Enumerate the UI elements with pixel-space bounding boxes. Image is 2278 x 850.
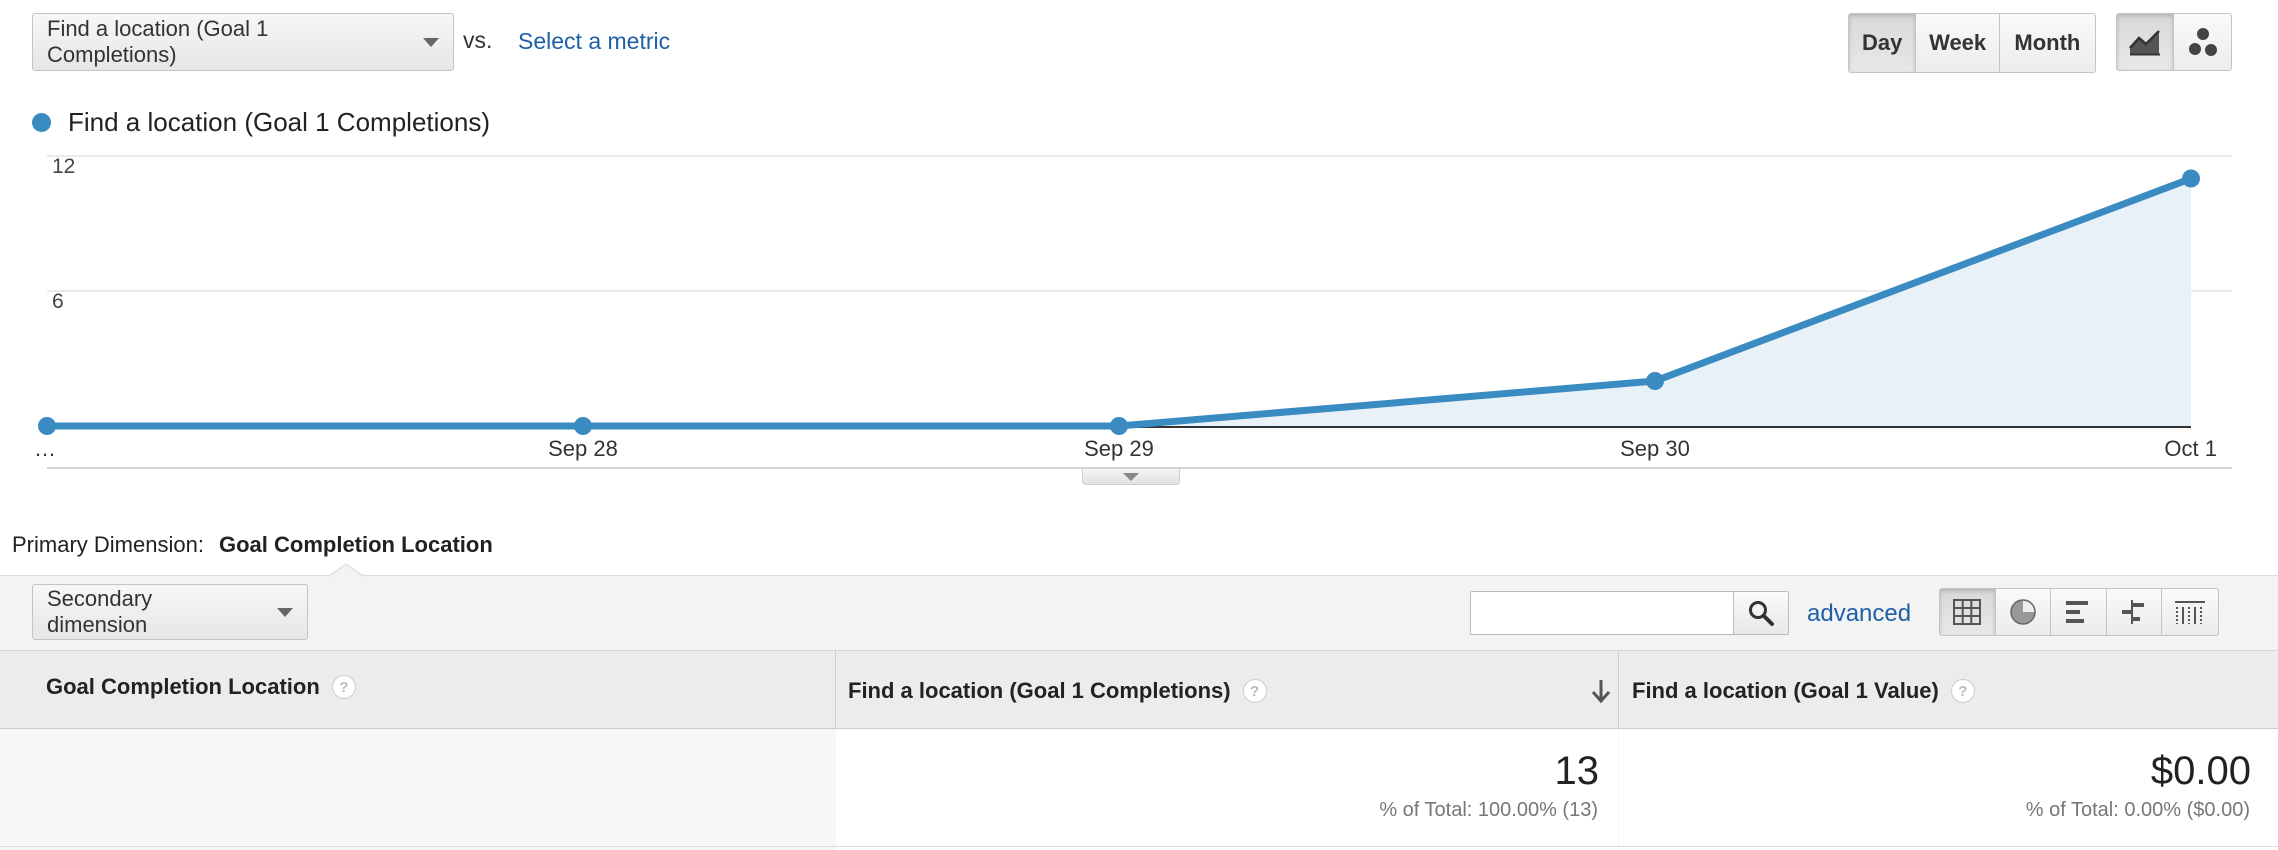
- metric-dropdown[interactable]: Find a location (Goal 1 Completions): [32, 13, 454, 71]
- search-button[interactable]: [1733, 591, 1789, 635]
- line-chart-icon[interactable]: [2117, 14, 2175, 70]
- totals-completions: 13: [1554, 749, 1600, 793]
- pie-view-icon[interactable]: [1996, 589, 2052, 635]
- table-toolbar: [0, 575, 2278, 651]
- chart-type-selector: [2116, 13, 2232, 71]
- search-input[interactable]: [1470, 591, 1734, 635]
- chevron-down-icon: [1123, 472, 1139, 481]
- primary-dimension-label: Primary Dimension:: [12, 532, 204, 557]
- goal-completions-chart: 12 6 … Sep 28 Sep 29 Sep 30 Oct 1: [34, 155, 2232, 469]
- x-tick-label: …: [34, 436, 56, 461]
- month-button[interactable]: Month: [2014, 30, 2081, 55]
- chart-collapse-handle[interactable]: [1082, 469, 1180, 485]
- table-header: [0, 651, 2278, 729]
- data-point: [38, 417, 56, 435]
- data-point: [2182, 169, 2200, 188]
- x-tick-label: Sep 28: [548, 436, 618, 461]
- advanced-link[interactable]: advanced: [1807, 600, 1912, 627]
- chevron-down-icon: [277, 607, 293, 617]
- comparison-view-icon[interactable]: [2107, 589, 2163, 635]
- sort-descending-icon[interactable]: [1591, 678, 1611, 704]
- y-tick-label: 6: [52, 290, 64, 313]
- x-tick-label: Sep 30: [1620, 436, 1690, 461]
- totals-completions-percent: % of Total: 100.00% (13): [1379, 799, 1598, 821]
- day-button[interactable]: Day: [1849, 14, 1917, 72]
- dimension-pointer: [329, 563, 363, 577]
- help-icon[interactable]: ?: [1242, 679, 1267, 703]
- help-icon[interactable]: ?: [1950, 679, 1975, 703]
- view-selector: [1939, 588, 2219, 636]
- period-selector: Day Week Month: [1848, 13, 2096, 73]
- x-tick-label: Sep 29: [1084, 436, 1154, 461]
- data-point: [1110, 417, 1128, 435]
- secondary-dimension-label: Secondary dimension: [47, 586, 153, 637]
- help-icon[interactable]: ?: [331, 675, 356, 699]
- chart-legend: Find a location (Goal 1 Completions): [32, 107, 490, 138]
- secondary-dimension-dropdown[interactable]: Secondary dimension: [32, 584, 308, 640]
- search-icon: [1749, 601, 1774, 626]
- column-header-location-label: Goal Completion Location: [46, 674, 320, 699]
- select-metric-link[interactable]: Select a metric: [518, 28, 671, 54]
- vs-label: vs.: [463, 27, 493, 53]
- series-area: [47, 178, 2191, 426]
- y-tick-label: 12: [52, 155, 75, 178]
- x-tick-label: Oct 1: [2164, 436, 2217, 461]
- legend-dot-icon: [32, 113, 51, 132]
- column-header-location[interactable]: Goal Completion Location ?: [46, 674, 356, 700]
- data-point: [574, 417, 592, 435]
- column-header-completions[interactable]: Find a location (Goal 1 Completions) ?: [848, 678, 1267, 704]
- performance-view-icon[interactable]: [2051, 589, 2107, 635]
- primary-dimension-value[interactable]: Goal Completion Location: [219, 532, 493, 557]
- legend-label: Find a location (Goal 1 Completions): [68, 107, 490, 137]
- totals-value-cell: [1619, 729, 2278, 850]
- metric-dropdown-label: Find a location (Goal 1 Completions): [47, 16, 269, 67]
- pivot-view-icon[interactable]: [2162, 589, 2218, 635]
- totals-completions-cell: [836, 729, 1618, 850]
- column-header-value-label: Find a location (Goal 1 Value): [1632, 678, 1939, 703]
- week-button[interactable]: Week: [1916, 14, 2000, 72]
- table-view-icon[interactable]: [1940, 589, 1996, 635]
- motion-chart-icon[interactable]: [2174, 14, 2231, 70]
- totals-value: $0.00: [2150, 749, 2251, 793]
- totals-value-percent: % of Total: 0.00% ($0.00): [2025, 799, 2250, 821]
- chevron-down-icon: [423, 37, 439, 47]
- column-header-completions-label: Find a location (Goal 1 Completions): [848, 678, 1231, 703]
- column-header-value[interactable]: Find a location (Goal 1 Value) ?: [1632, 678, 1975, 704]
- data-point: [1646, 372, 1664, 390]
